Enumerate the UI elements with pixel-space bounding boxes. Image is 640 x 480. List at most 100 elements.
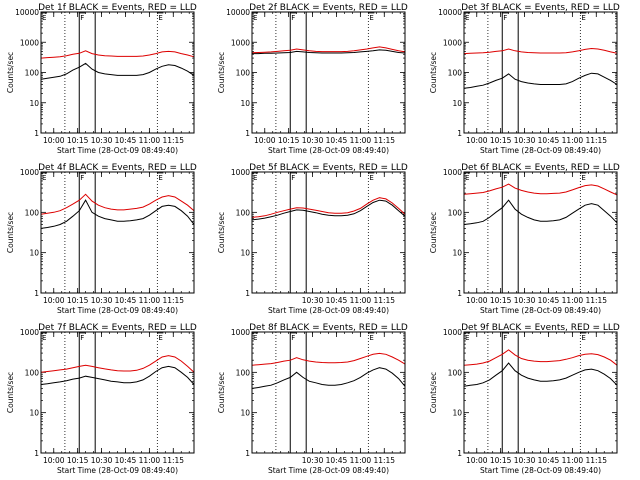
x-tick-label: 10:30 (302, 296, 324, 305)
detector-panel: Det 6f BLACK = Events, RED = LLD Start Ti… (429, 163, 620, 315)
detector-panel: Det 2f BLACK = Events, RED = LLD Start Ti… (217, 3, 408, 155)
y-axis-label: Counts/sec (217, 212, 226, 253)
lld-series-line (463, 47, 618, 55)
y-tick-label: 10 (240, 249, 250, 258)
x-tick-label: 11:15 (373, 456, 395, 465)
detector-panel: Det 1f BLACK = Events, RED = LLD Start Ti… (6, 3, 197, 155)
plot-frame (251, 11, 406, 134)
y-tick-label: 100 (25, 368, 40, 377)
y-tick-label: 10 (452, 249, 462, 258)
y-tick-label: 10 (240, 99, 250, 108)
y-tick-label: 10 (240, 409, 250, 418)
flag-label: F (503, 174, 507, 182)
flag-label: E (581, 334, 585, 342)
y-tick-label: 1000 (443, 328, 462, 337)
y-axis-label: Counts/sec (217, 52, 226, 93)
flag-label: E (158, 174, 162, 182)
x-tick-label: 11:15 (585, 456, 607, 465)
x-tick-label: 10:45 (115, 296, 137, 305)
x-axis-label: Start Time (28-Oct-09 08:49:40) (268, 466, 389, 475)
x-tick-label: 10:15 (67, 296, 89, 305)
events-series-line (463, 199, 618, 225)
flag-label: E (369, 174, 373, 182)
flag-label: E (581, 174, 585, 182)
y-tick-label: 100 (448, 208, 463, 217)
x-axis-label: Start Time (28-Oct-09 08:49:40) (57, 146, 178, 155)
x-axis-label: Start Time (28-Oct-09 08:49:40) (57, 306, 178, 315)
x-tick-label: 10:00 (466, 296, 488, 305)
x-tick-label: 10:30 (91, 456, 113, 465)
y-tick-label: 100 (448, 69, 463, 78)
panel-title: Det 1f BLACK = Events, RED = LLD (38, 3, 197, 13)
x-tick-label: 10:45 (326, 136, 348, 145)
lld-series-line (251, 352, 406, 366)
y-tick-label: 1 (245, 129, 250, 138)
x-tick-label: 11:15 (373, 296, 395, 305)
panel-title: Det 4f BLACK = Events, RED = LLD (38, 163, 197, 173)
flag-label: E (369, 334, 373, 342)
y-tick-label: 1000 (231, 328, 250, 337)
y-tick-label: 100 (25, 208, 40, 217)
x-tick-label: 10:15 (67, 456, 89, 465)
lld-series-line (40, 193, 195, 215)
x-tick-label: 10:00 (254, 136, 276, 145)
y-axis-label: Counts/sec (217, 372, 226, 413)
y-axis-label: Counts/sec (429, 52, 438, 93)
panel-title: Det 8f BLACK = Events, RED = LLD (249, 323, 408, 333)
flag-label: E (581, 14, 585, 22)
x-tick-label: 10:15 (67, 136, 89, 145)
panel-title: Det 7f BLACK = Events, RED = LLD (38, 323, 197, 333)
flag-label: E (253, 14, 257, 22)
flag-label: F (291, 174, 295, 182)
y-tick-label: 10 (452, 99, 462, 108)
lld-series-line (463, 349, 618, 366)
y-tick-label: 10 (29, 249, 39, 258)
y-tick-label: 1000 (231, 38, 250, 47)
panel-title: Det 6f BLACK = Events, RED = LLD (461, 163, 620, 173)
x-axis-label: Start Time (28-Oct-09 08:49:40) (268, 306, 389, 315)
detector-panel: Det 9f BLACK = Events, RED = LLD Start Ti… (429, 323, 620, 475)
x-tick-label: 10:30 (514, 136, 536, 145)
y-tick-label: 1000 (443, 168, 462, 177)
y-axis-label: Counts/sec (6, 212, 15, 253)
plot-frame (463, 171, 618, 294)
x-tick-label: 10:45 (538, 296, 560, 305)
y-tick-label: 10000 (226, 8, 250, 17)
x-tick-label: 10:15 (490, 456, 512, 465)
x-tick-label: 10:45 (326, 296, 348, 305)
y-tick-label: 10 (452, 409, 462, 418)
y-tick-label: 1 (34, 449, 39, 458)
x-tick-label: 11:00 (350, 136, 372, 145)
events-series-line (251, 367, 406, 389)
x-tick-label: 10:30 (514, 456, 536, 465)
events-series-line (40, 365, 195, 385)
events-series-line (40, 199, 195, 229)
x-tick-label: 11:00 (139, 296, 161, 305)
flag-label: F (80, 334, 84, 342)
x-tick-label: 11:00 (350, 296, 372, 305)
panel-title: Det 9f BLACK = Events, RED = LLD (461, 323, 620, 333)
lld-series-line (40, 355, 195, 373)
x-tick-label: 11:00 (139, 136, 161, 145)
detector-panel: Det 8f BLACK = Events, RED = LLD Start Ti… (217, 323, 408, 475)
flag-label: E (465, 14, 469, 22)
x-tick-label: 11:00 (562, 456, 584, 465)
detector-panel: Det 5f BLACK = Events, RED = LLD Start Ti… (217, 163, 408, 315)
x-tick-label: 10:45 (115, 456, 137, 465)
y-axis-label: Counts/sec (429, 212, 438, 253)
x-tick-label: 11:15 (162, 456, 184, 465)
x-tick-label: 10:45 (538, 456, 560, 465)
y-axis-label: Counts/sec (429, 372, 438, 413)
x-tick-label: 11:15 (585, 296, 607, 305)
x-tick-label: 11:00 (562, 296, 584, 305)
y-tick-label: 100 (25, 69, 40, 78)
x-tick-label: 10:00 (466, 136, 488, 145)
y-tick-label: 1000 (20, 168, 39, 177)
plot-frame (40, 11, 195, 134)
plot-frame (251, 331, 406, 454)
y-tick-label: 1 (245, 449, 250, 458)
events-series-line (40, 62, 195, 80)
y-tick-label: 1000 (443, 38, 462, 47)
lld-series-line (40, 50, 195, 59)
